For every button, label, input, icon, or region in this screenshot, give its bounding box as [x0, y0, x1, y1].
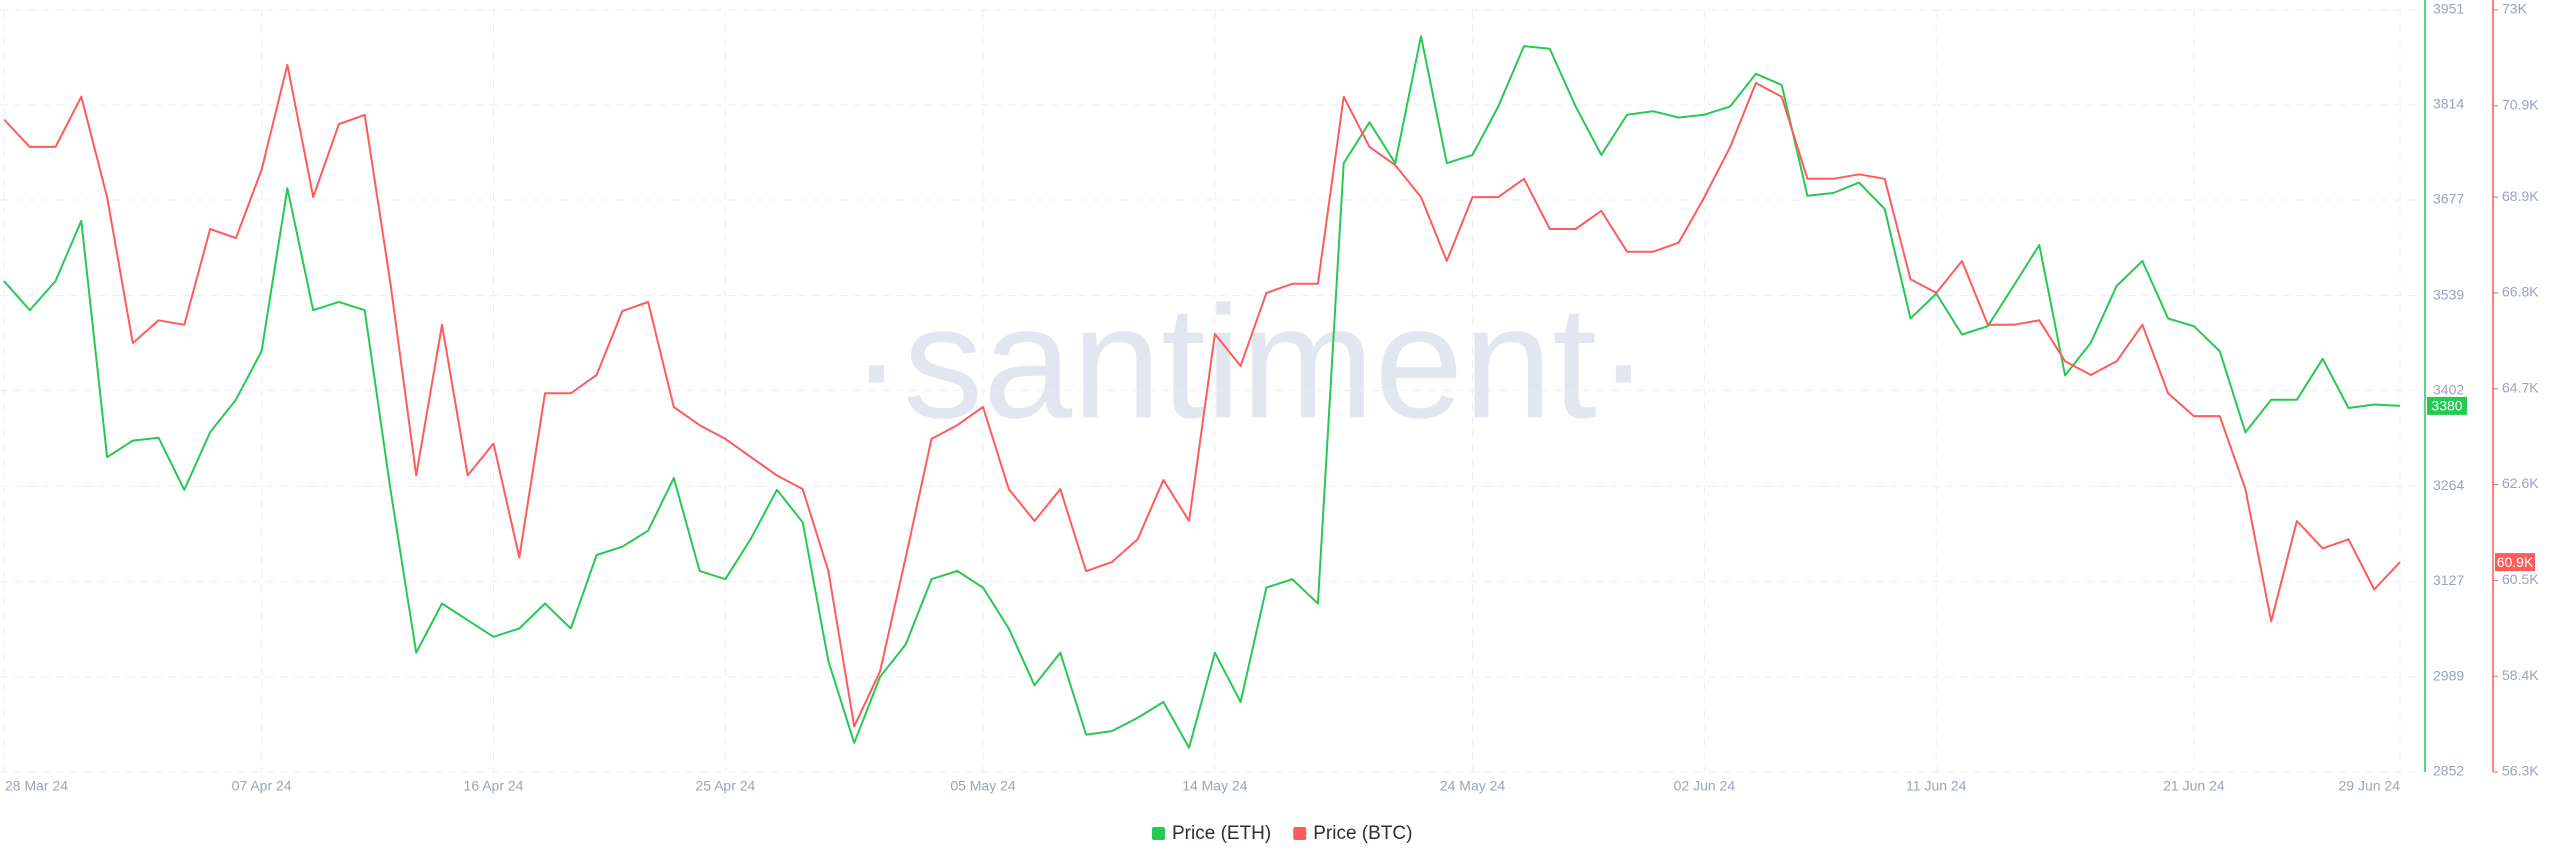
y-tick-label: 3539	[2433, 286, 2464, 302]
series-line	[3, 63, 2401, 728]
x-tick-label: 28 Mar 24	[5, 778, 68, 794]
y2-tick-label: 62.6K	[2502, 475, 2539, 491]
legend-swatch	[1152, 827, 1165, 840]
y-tick-label: 2989	[2433, 668, 2464, 684]
y-tick-label: 3402	[2433, 381, 2464, 397]
y-tick-label: 3814	[2433, 96, 2464, 112]
last-value-label: 60.9K	[2497, 554, 2534, 570]
legend-label: Price (ETH)	[1172, 823, 1271, 844]
legend-label: Price (BTC)	[1313, 823, 1412, 844]
y-tick-label: 3127	[2433, 572, 2464, 588]
x-tick-label: 14 May 24	[1182, 778, 1248, 794]
y2-tick-label: 56.3K	[2502, 763, 2539, 779]
y2-tick-label: 68.9K	[2502, 188, 2539, 204]
y-tick-label: 3677	[2433, 191, 2464, 207]
legend: Price (ETH) Price (BTC)	[1152, 823, 1412, 844]
x-tick-label: 02 Jun 24	[1674, 778, 1736, 794]
x-tick-label: 25 Apr 24	[695, 778, 755, 794]
legend-swatch	[1293, 827, 1307, 840]
y-tick-label: 3951	[2433, 1, 2464, 17]
watermark: ·santiment·	[850, 272, 1650, 451]
last-value-badge	[2495, 553, 2535, 572]
x-tick-label: 07 Apr 24	[232, 778, 292, 794]
y2-tick-label: 66.8K	[2502, 284, 2539, 300]
last-value-badge	[2427, 396, 2467, 415]
y2-tick-label: 60.5K	[2502, 571, 2539, 587]
x-tick-label: 29 Jun 24	[2339, 778, 2401, 794]
x-tick-label: 11 Jun 24	[1906, 778, 1967, 794]
x-tick-label: 05 May 24	[950, 778, 1016, 794]
y2-tick-label: 70.9K	[2502, 97, 2539, 113]
x-tick-label: 24 May 24	[1440, 778, 1506, 794]
series-line	[3, 35, 2401, 749]
y-tick-label: 2852	[2433, 763, 2464, 779]
y2-tick-label: 73K	[2502, 1, 2528, 17]
y-tick-label: 3264	[2433, 477, 2464, 493]
x-tick-label: 16 Apr 24	[464, 778, 524, 794]
y2-tick-label: 58.4K	[2502, 667, 2539, 683]
last-value-label: 3380	[2431, 398, 2462, 414]
y2-tick-label: 64.7K	[2502, 379, 2539, 395]
x-tick-label: 21 Jun 24	[2163, 778, 2225, 794]
